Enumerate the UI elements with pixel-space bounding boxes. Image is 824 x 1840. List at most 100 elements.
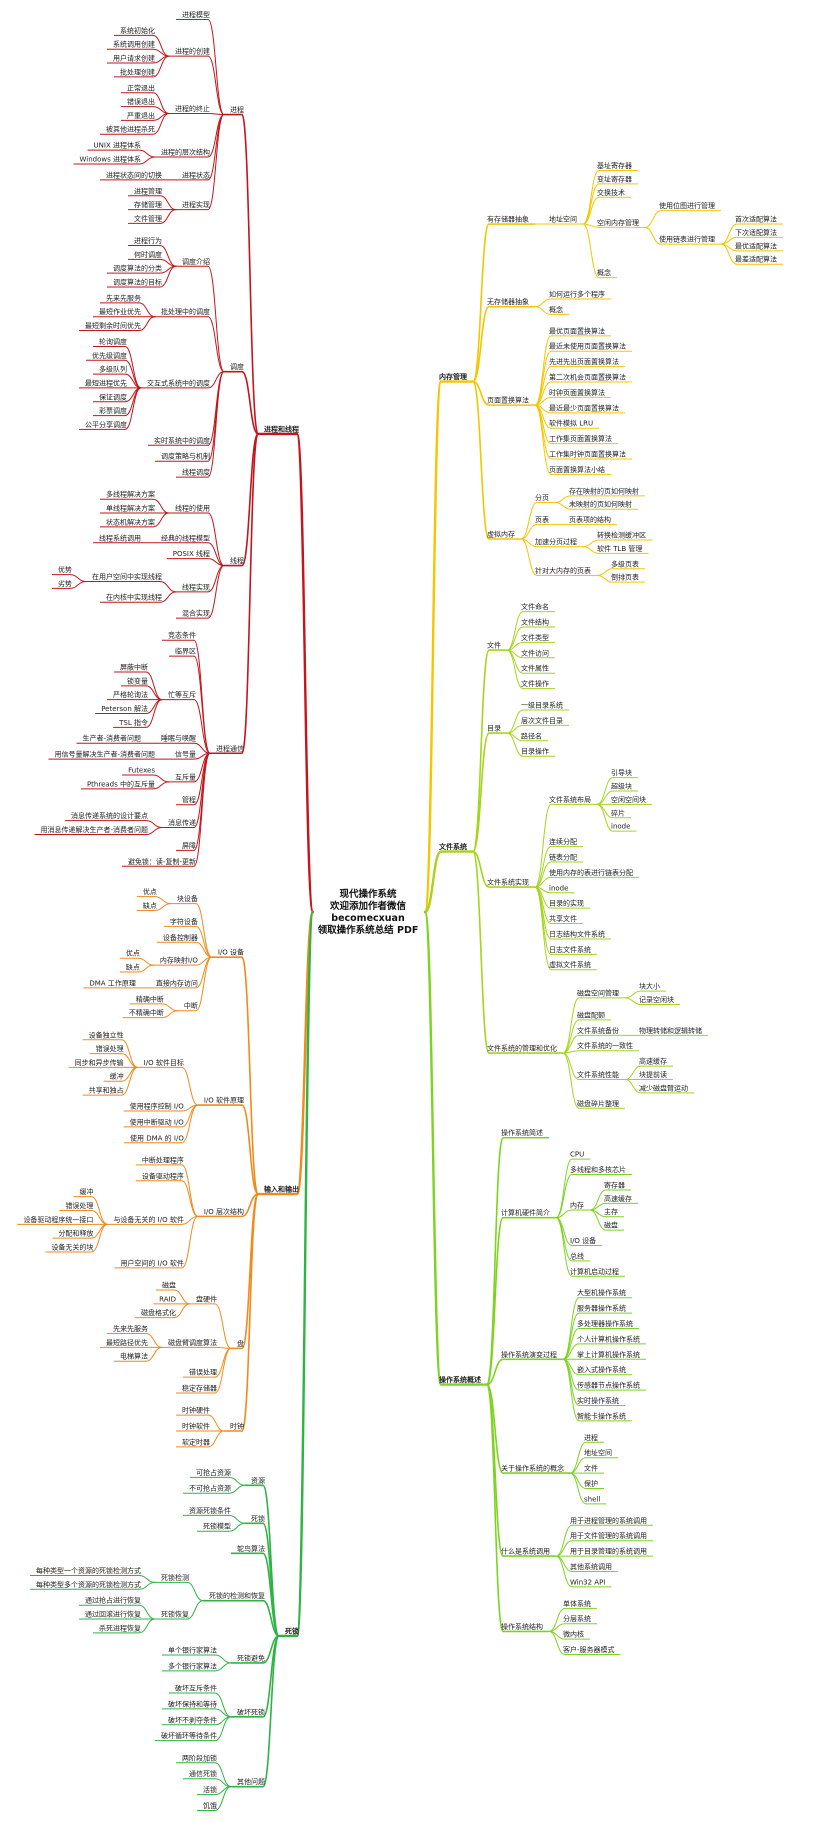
node-label: 存在映射的页如何映射 [569, 486, 639, 495]
node-label: 下次适配算法 [735, 228, 777, 237]
node-label: 破坏循环等待条件 [161, 1731, 217, 1740]
connector [145, 699, 163, 728]
node-label: 破坏互斥条件 [175, 1683, 217, 1692]
node-label: 时钟软件 [182, 1422, 210, 1431]
connector [486, 1358, 504, 1386]
connector [214, 1716, 232, 1742]
node-label: 死锁检测 [161, 1573, 189, 1582]
connector [207, 55, 225, 116]
node-label: 用消息传递解决生产者-消费者问题 [40, 825, 148, 834]
connector [241, 1193, 259, 1432]
node-label: 在用户空间中实现线程 [92, 572, 162, 581]
node-label: 饥饿 [203, 1801, 217, 1810]
node-label: 分层系统 [563, 1614, 591, 1623]
node-label: 中断 [184, 1001, 198, 1010]
node-label: 进程的终止 [175, 104, 210, 113]
connector [152, 498, 170, 514]
connector [582, 196, 600, 225]
connector [207, 265, 225, 373]
node-label: 文件命名 [521, 602, 549, 611]
node-label: 块设备 [177, 894, 198, 903]
node-label: 资源 [251, 1476, 265, 1485]
node-label: 调度算法的分类 [113, 264, 162, 273]
connector [472, 223, 490, 383]
node-label: 智能卡操作系统 [577, 1411, 626, 1420]
connector [228, 1522, 246, 1532]
node-label: 经典的线程模型 [161, 533, 210, 542]
node-label: 优势 [58, 565, 72, 574]
connector [423, 910, 443, 1386]
node-label: 块提前读 [639, 1070, 667, 1079]
connector [214, 1303, 232, 1349]
connector [138, 1574, 156, 1583]
connector [207, 113, 225, 116]
node-label: 设备无关的块 [51, 1242, 93, 1251]
node-label: 系统初始化 [120, 26, 155, 35]
node-label: 个人计算机操作系统 [577, 1334, 640, 1343]
connector [596, 803, 614, 832]
node-label: 进程的创建 [175, 47, 210, 56]
connector [596, 574, 614, 583]
connector [241, 1104, 259, 1195]
connector [423, 380, 443, 914]
connector [138, 1618, 156, 1634]
node-label: 进程状态间的切换 [106, 170, 162, 179]
branch-label: 操作系统概述 [439, 1375, 481, 1384]
connector [137, 957, 155, 966]
node-label: 客户-服务器模式 [563, 1645, 615, 1654]
node-label: 最短剩余时间优先 [85, 321, 141, 330]
node-label: 交换技术 [597, 188, 625, 197]
node-label: 进程 [230, 105, 244, 114]
node-label: 虚拟文件系统 [549, 960, 591, 969]
node-label: 用户空间的 I/O 软件 [120, 1258, 183, 1267]
node-label: 内存映射I/O [160, 956, 198, 965]
node-label: 文件访问 [521, 648, 549, 657]
node-label: 存储管理 [134, 200, 162, 209]
node-label: 线程调度 [182, 468, 210, 477]
node-label: 计算机启动过程 [570, 1267, 619, 1276]
node-label: 进程通信 [216, 744, 244, 753]
node-label: 共享和独占 [89, 1086, 124, 1095]
node-label: 地址空间 [584, 1448, 612, 1457]
node-label: 文件 [487, 641, 501, 650]
node-label: 软定时器 [182, 1437, 210, 1446]
node-label: 操作系统结构 [501, 1622, 543, 1631]
connector [207, 19, 225, 116]
connector [159, 195, 177, 211]
node-label: 使用中断驱动 I/O [130, 1117, 185, 1126]
connector [121, 1066, 139, 1082]
connector [582, 223, 600, 228]
node-label: 计算机硬件简介 [501, 1208, 550, 1217]
connector [582, 223, 600, 279]
connector [472, 850, 490, 888]
node-label: 不可抢占资源 [189, 1484, 231, 1493]
connector [154, 903, 172, 912]
connector [241, 433, 259, 755]
node-label: 优点 [143, 887, 157, 896]
node-label: Pthreads 中的互斥量 [87, 779, 155, 788]
node-label: 错误处理 [189, 1368, 217, 1377]
connector [555, 1217, 573, 1277]
node-label: 批处理创建 [120, 67, 155, 76]
connector [193, 639, 211, 754]
node-label: 进程状态 [182, 170, 210, 179]
node-label: 进程行为 [134, 236, 162, 245]
node-label: 未映射的页如何映射 [569, 500, 632, 509]
connector [181, 1215, 199, 1269]
connector [644, 226, 662, 245]
node-label: 共享文件 [549, 914, 577, 923]
node-label: 单体系统 [563, 1599, 591, 1608]
connector [69, 574, 87, 582]
node-label: 设备驱动程序统一接口 [23, 1215, 93, 1224]
node-label: 使用内存的表进行链表分配 [549, 868, 633, 877]
node-label: 最优适配算法 [735, 241, 777, 250]
node-label: 用于进程管理的系统调用 [570, 1516, 647, 1525]
node-label: 减少磁盘臂运动 [639, 1083, 688, 1092]
connector [145, 1333, 163, 1348]
node-label: 大型机操作系统 [577, 1288, 626, 1297]
connector [214, 1662, 232, 1672]
node-label: 操作系统演变过程 [501, 1350, 557, 1359]
node-label: 忙等互斥 [168, 690, 196, 699]
connector [589, 1209, 607, 1231]
